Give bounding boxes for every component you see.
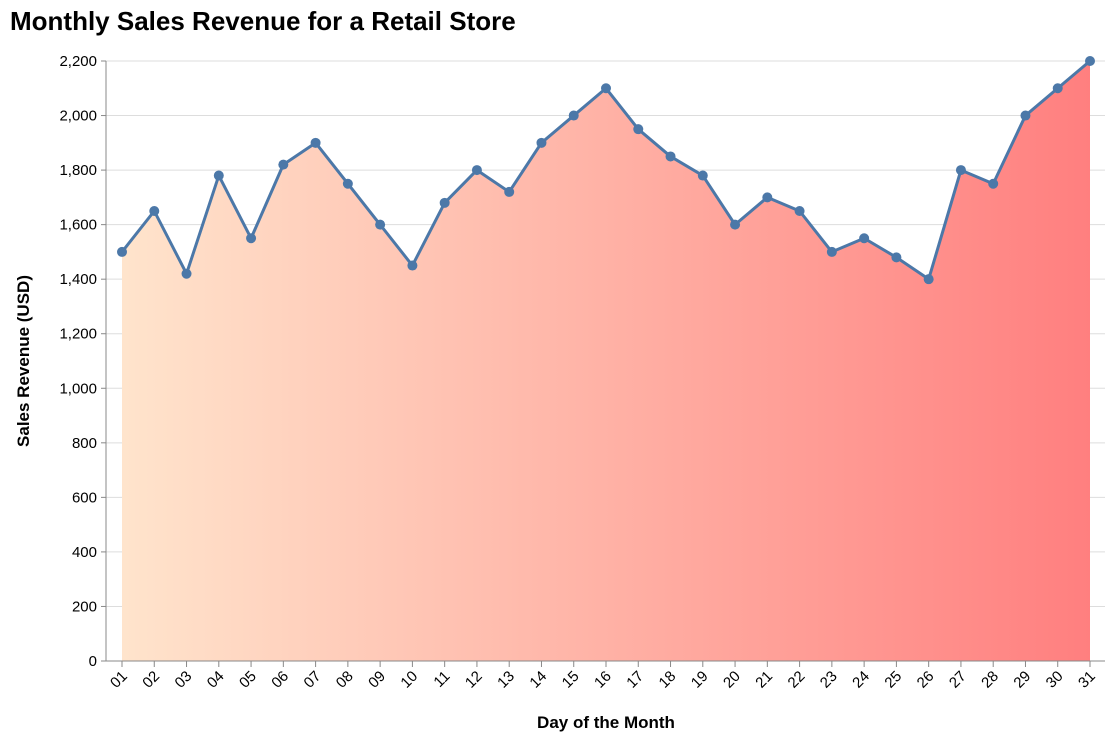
x-tick-label: 05 xyxy=(236,668,260,692)
x-tick-label: 04 xyxy=(204,668,228,692)
x-tick-label: 25 xyxy=(881,668,905,692)
data-point xyxy=(794,206,805,216)
x-tick-label: 08 xyxy=(333,668,357,692)
data-point xyxy=(471,165,482,176)
x-tick-label: 10 xyxy=(397,668,421,692)
x-tick-label: 03 xyxy=(172,668,196,692)
data-point xyxy=(697,170,708,181)
data-point xyxy=(504,186,515,197)
data-point xyxy=(439,197,450,208)
x-tick-label: 26 xyxy=(914,668,938,692)
x-tick-label: 13 xyxy=(494,668,518,692)
y-tick-label: 1,000 xyxy=(59,380,97,397)
y-tick-label: 1,200 xyxy=(59,326,97,343)
x-tick-label: 14 xyxy=(526,668,550,692)
data-point xyxy=(1020,110,1031,121)
data-point xyxy=(1085,56,1095,66)
x-tick-label: 01 xyxy=(107,668,131,692)
data-point xyxy=(342,178,353,189)
y-tick-label: 1,800 xyxy=(59,162,97,179)
y-tick-label: 400 xyxy=(72,544,97,561)
x-tick-label: 20 xyxy=(720,668,744,692)
x-tick-label: 22 xyxy=(785,668,809,692)
y-tick-label: 600 xyxy=(72,489,97,506)
x-tick-label: 24 xyxy=(849,668,873,692)
data-point xyxy=(149,206,160,216)
x-tick-label: 06 xyxy=(268,668,292,692)
x-tick-label: 12 xyxy=(462,668,486,692)
data-point xyxy=(762,192,773,203)
data-point xyxy=(923,274,934,285)
data-point xyxy=(310,137,321,148)
data-point xyxy=(955,165,966,176)
data-point xyxy=(568,110,579,121)
x-tick-label: 16 xyxy=(591,668,615,692)
y-tick-label: 2,000 xyxy=(59,108,97,125)
data-point xyxy=(859,233,870,244)
x-tick-label: 09 xyxy=(365,668,389,692)
data-point xyxy=(826,246,837,257)
data-point xyxy=(633,124,644,135)
x-tick-label: 11 xyxy=(430,668,453,691)
y-axis-title: Sales Revenue (USD) xyxy=(14,275,33,447)
data-point xyxy=(730,219,741,230)
y-tick-label: 800 xyxy=(72,435,97,452)
data-point xyxy=(375,219,386,230)
area-fill xyxy=(122,61,1090,661)
data-point xyxy=(988,178,999,189)
data-point xyxy=(891,252,902,263)
x-tick-label: 15 xyxy=(559,668,583,692)
data-point xyxy=(213,170,224,181)
x-tick-label: 23 xyxy=(817,668,841,692)
data-point xyxy=(181,268,192,279)
data-point xyxy=(246,233,257,244)
x-tick-label: 19 xyxy=(688,668,712,692)
x-tick-label: 18 xyxy=(656,668,680,692)
data-point xyxy=(601,83,611,94)
x-tick-label: 29 xyxy=(1010,668,1034,692)
x-tick-label: 17 xyxy=(623,668,647,692)
y-tick-label: 200 xyxy=(72,598,97,615)
data-point xyxy=(117,246,127,257)
data-point xyxy=(1052,83,1063,94)
data-point xyxy=(278,159,289,170)
chart-title: Monthly Sales Revenue for a Retail Store xyxy=(10,6,516,36)
x-tick-label: 30 xyxy=(1043,668,1067,692)
x-tick-label: 31 xyxy=(1075,668,1099,692)
x-tick-label: 27 xyxy=(946,668,970,692)
x-axis-title: Day of the Month xyxy=(537,713,675,732)
x-tick-label: 21 xyxy=(752,668,776,692)
y-tick-label: 1,600 xyxy=(59,217,97,234)
data-point xyxy=(407,260,418,271)
data-point xyxy=(536,137,547,148)
y-tick-label: 1,400 xyxy=(59,271,97,288)
y-tick-label: 0 xyxy=(89,653,97,670)
y-tick-label: 2,200 xyxy=(59,53,97,70)
data-points xyxy=(117,56,1095,285)
x-tick-label: 07 xyxy=(301,668,325,692)
data-point xyxy=(665,151,676,162)
x-tick-label: 28 xyxy=(978,668,1002,692)
x-tick-label: 02 xyxy=(139,668,163,692)
